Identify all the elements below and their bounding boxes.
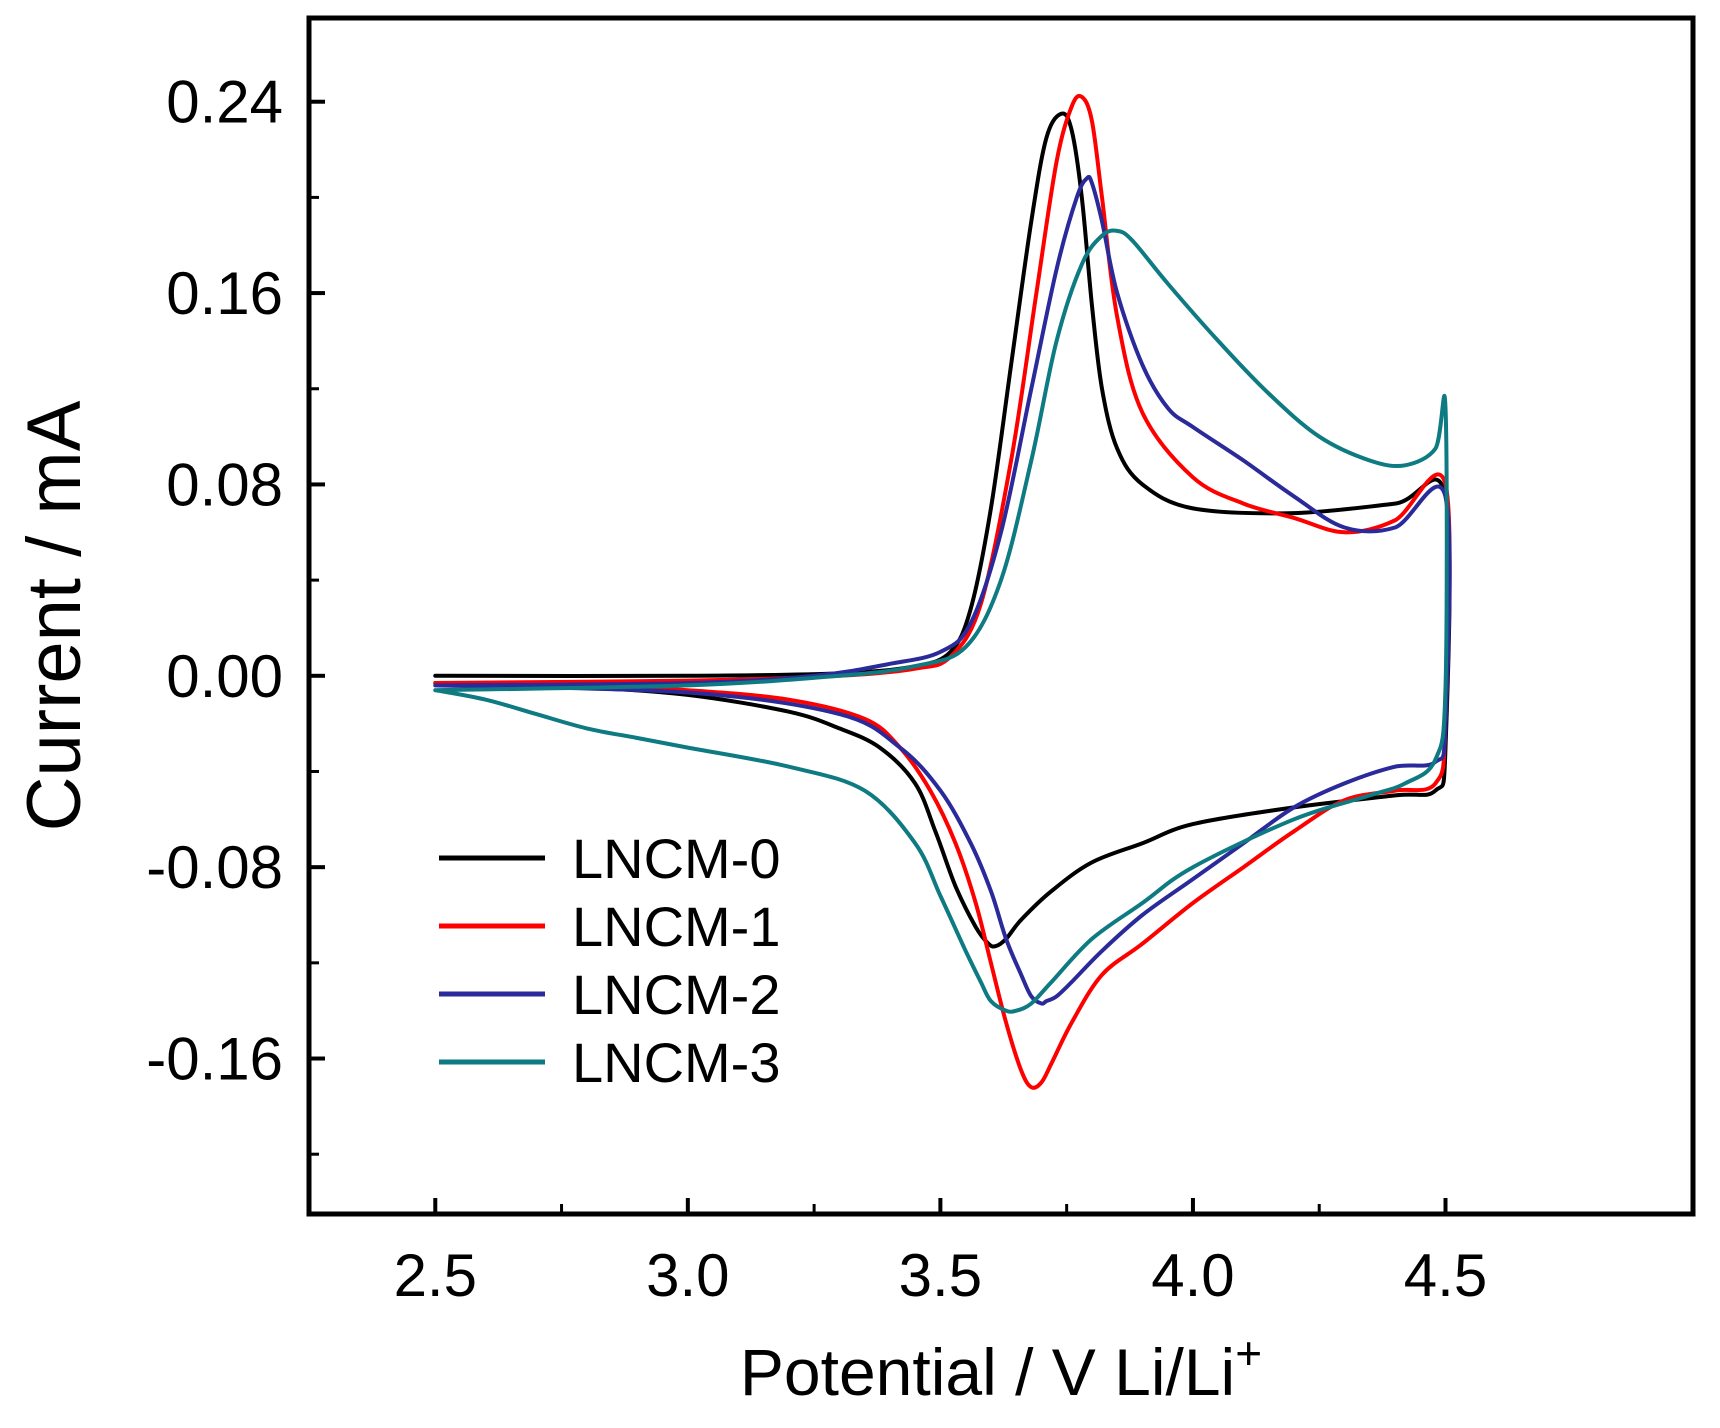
x-tick-label: 2.5 xyxy=(394,1242,477,1309)
y-axis-title: Current / mA xyxy=(12,400,97,831)
legend-label: LNCM-2 xyxy=(572,963,780,1026)
x-tick-label: 3.0 xyxy=(646,1242,729,1309)
x-axis-title: Potential / V Li/Li+ xyxy=(740,1327,1262,1409)
y-tick-label: 0.24 xyxy=(166,69,283,136)
y-tick-label: -0.16 xyxy=(146,1026,283,1093)
y-tick-label: 0.00 xyxy=(166,643,283,710)
x-axis-title-superscript: + xyxy=(1235,1327,1262,1379)
series-line-lncm-2 xyxy=(433,174,1452,1006)
legend-label: LNCM-0 xyxy=(572,827,780,890)
y-tick-label: 0.08 xyxy=(166,451,283,518)
series-layer xyxy=(433,93,1452,1090)
legend-label: LNCM-3 xyxy=(572,1031,780,1094)
axis-ticks: 2.5 3.0 3.5 4.0 4.5 -0.16 -0.08 0.00 0.08 0.16 0.2… xyxy=(146,69,1487,1309)
x-axis-title-main: Potential / V Li/Li xyxy=(740,1335,1235,1409)
x-tick-label: 3.5 xyxy=(899,1242,982,1309)
series-line-lncm-0 xyxy=(433,111,1452,949)
x-tick-label: 4.0 xyxy=(1151,1242,1234,1309)
series-line-lncm-3 xyxy=(433,228,1449,1014)
y-tick-label: -0.08 xyxy=(146,834,283,901)
y-tick-label: 0.16 xyxy=(166,260,283,327)
x-tick-label: 4.5 xyxy=(1404,1242,1487,1309)
legend-label: LNCM-1 xyxy=(572,895,780,958)
plot-frame xyxy=(306,15,1696,1217)
